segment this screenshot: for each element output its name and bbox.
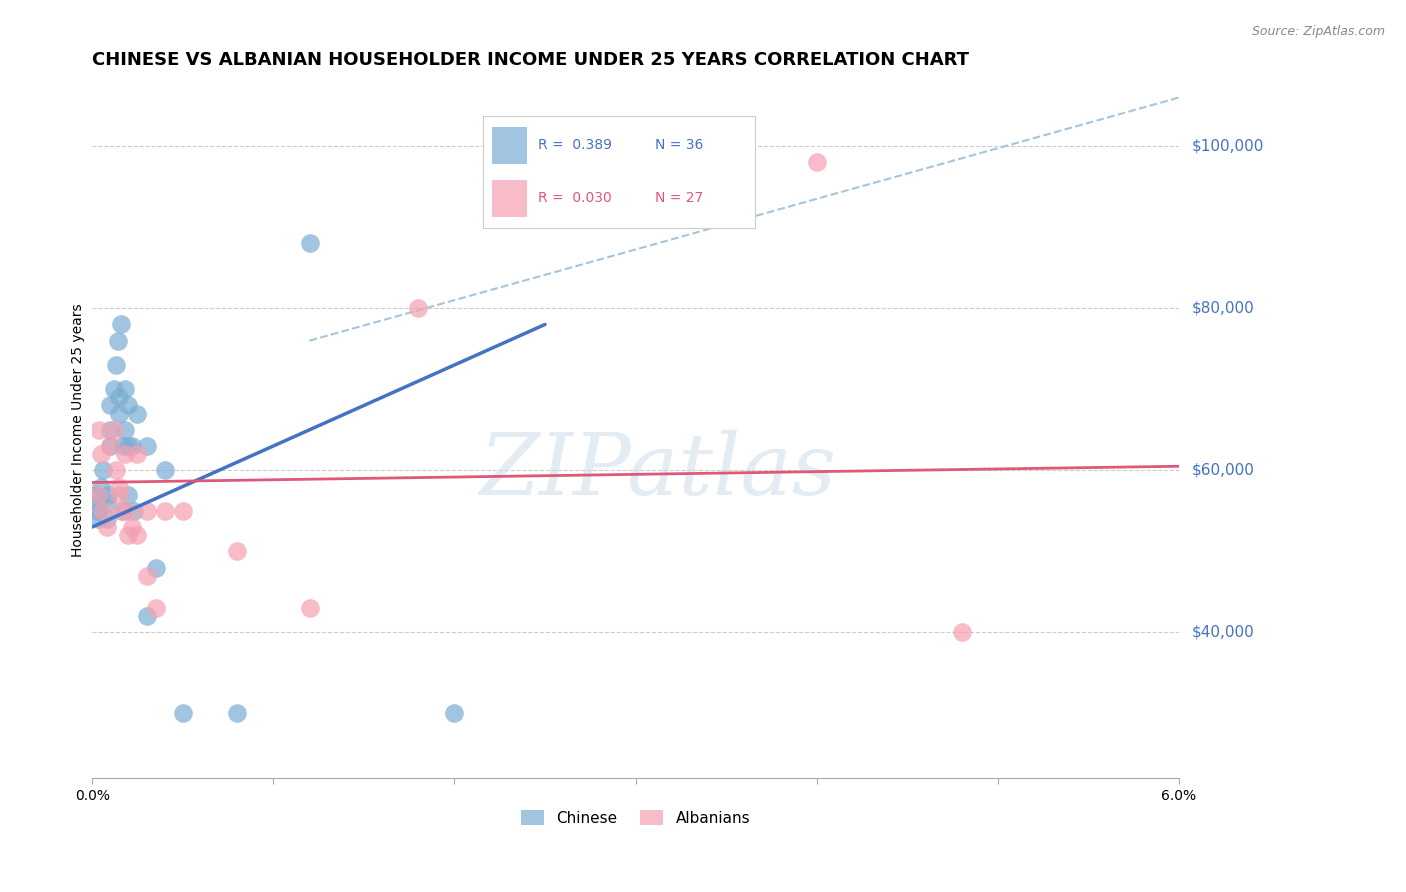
- Point: [91, 463, 114, 477]
- Point: [89, 423, 111, 437]
- Point: [145, 560, 167, 574]
- Point: [172, 504, 194, 518]
- Point: [108, 407, 131, 421]
- Point: [90, 479, 112, 493]
- Point: [114, 382, 136, 396]
- Point: [96, 512, 118, 526]
- Y-axis label: Householder Income Under 25 years: Householder Income Under 25 years: [72, 303, 86, 557]
- Legend: Chinese, Albanians: Chinese, Albanians: [513, 802, 758, 833]
- Point: [406, 301, 429, 316]
- Point: [127, 447, 149, 461]
- Point: [86, 487, 108, 501]
- Point: [98, 399, 121, 413]
- Point: [117, 504, 139, 518]
- Point: [443, 706, 465, 721]
- Point: [103, 382, 125, 396]
- Point: [950, 625, 973, 640]
- Point: [89, 496, 111, 510]
- Point: [107, 334, 129, 348]
- Point: [86, 512, 108, 526]
- Text: Source: ZipAtlas.com: Source: ZipAtlas.com: [1251, 25, 1385, 38]
- Point: [104, 358, 127, 372]
- Point: [806, 155, 828, 169]
- Text: $60,000: $60,000: [1192, 463, 1256, 478]
- Point: [98, 439, 121, 453]
- Point: [114, 423, 136, 437]
- Point: [91, 504, 114, 518]
- Point: [172, 706, 194, 721]
- Point: [117, 528, 139, 542]
- Point: [153, 463, 176, 477]
- Point: [127, 528, 149, 542]
- Point: [103, 423, 125, 437]
- Point: [117, 439, 139, 453]
- Point: [110, 504, 132, 518]
- Point: [135, 439, 157, 453]
- Point: [84, 487, 107, 501]
- Point: [108, 390, 131, 404]
- Point: [145, 601, 167, 615]
- Point: [153, 504, 176, 518]
- Point: [122, 504, 145, 518]
- Point: [226, 706, 249, 721]
- Point: [86, 504, 108, 518]
- Text: $40,000: $40,000: [1192, 625, 1254, 640]
- Point: [104, 463, 127, 477]
- Point: [108, 479, 131, 493]
- Point: [114, 447, 136, 461]
- Point: [97, 487, 120, 501]
- Text: ZIPatlas: ZIPatlas: [479, 430, 837, 513]
- Point: [135, 568, 157, 582]
- Point: [111, 439, 134, 453]
- Text: $80,000: $80,000: [1192, 301, 1254, 316]
- Point: [108, 487, 131, 501]
- Point: [110, 318, 132, 332]
- Point: [298, 236, 321, 251]
- Point: [117, 487, 139, 501]
- Text: CHINESE VS ALBANIAN HOUSEHOLDER INCOME UNDER 25 YEARS CORRELATION CHART: CHINESE VS ALBANIAN HOUSEHOLDER INCOME U…: [93, 51, 969, 69]
- Point: [127, 407, 149, 421]
- Point: [121, 439, 143, 453]
- Point: [135, 609, 157, 624]
- Point: [117, 399, 139, 413]
- Point: [226, 544, 249, 558]
- Point: [111, 504, 134, 518]
- Point: [98, 423, 121, 437]
- Point: [90, 447, 112, 461]
- Point: [96, 520, 118, 534]
- Point: [96, 496, 118, 510]
- Point: [121, 520, 143, 534]
- Point: [98, 439, 121, 453]
- Point: [135, 504, 157, 518]
- Point: [298, 601, 321, 615]
- Text: $100,000: $100,000: [1192, 138, 1264, 153]
